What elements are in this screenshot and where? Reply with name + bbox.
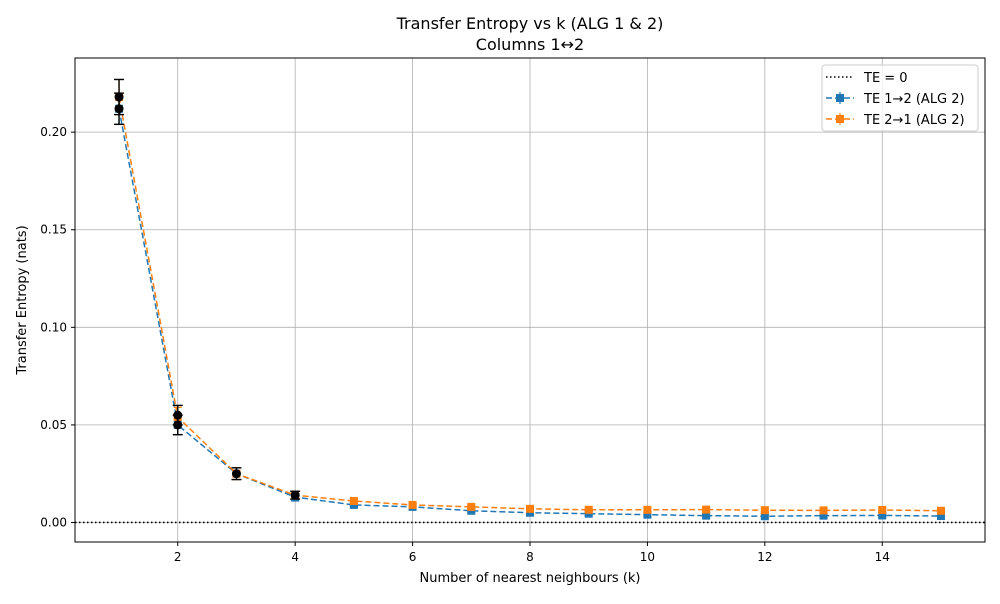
y-axis-label: Transfer Entropy (nats) (15, 225, 30, 375)
data-point (349, 497, 358, 506)
data-point (878, 505, 887, 514)
alg1-points-layer (114, 78, 301, 500)
alg1-data-point (290, 490, 300, 500)
x-tick-label: 2 (174, 550, 182, 564)
data-point (408, 500, 417, 509)
x-tick-label: 8 (526, 550, 534, 564)
y-tick-label: 0.10 (40, 320, 67, 334)
data-point (760, 512, 769, 521)
data-point (819, 506, 828, 515)
data-point (467, 502, 476, 511)
y-tick-label: 0.20 (40, 125, 67, 139)
plot-frame (74, 57, 986, 543)
x-tick-label: 4 (291, 550, 299, 564)
legend-label: TE 1→2 (ALG 2) (863, 92, 965, 107)
y-tick-label: 0.15 (40, 223, 67, 237)
data-point (878, 511, 887, 520)
x-axis-label: Number of nearest neighbours (k) (420, 571, 641, 586)
grid-lines (75, 58, 985, 542)
x-tick-label: 10 (640, 550, 655, 564)
legend-swatch-marker (836, 115, 844, 123)
data-point (819, 511, 828, 520)
legend-entry-te-zero: TE = 0 (826, 71, 908, 86)
chart-title: Transfer Entropy vs k (ALG 1 & 2) (396, 14, 664, 33)
legend-label: TE = 0 (863, 71, 908, 86)
data-point (936, 512, 945, 521)
alg1-data-point (114, 92, 124, 102)
data-point (526, 504, 534, 513)
data-point (643, 510, 652, 519)
legend-entry-series-1: TE 1→2 (ALG 2) (826, 92, 965, 107)
alg1-data-point (231, 469, 241, 479)
data-point (936, 506, 945, 515)
data-point (760, 506, 769, 515)
legend-swatch-marker (836, 94, 844, 102)
legend-label: TE 2→1 (ALG 2) (863, 113, 965, 128)
data-point (702, 511, 711, 520)
data-point (643, 505, 652, 514)
axis-ticks: 2 4 6 8 10 12 14 0.00 0.05 0.10 0.15 0.20 (40, 125, 890, 564)
legend: TE = 0 TE 1→2 (ALG 2) TE 2→1 (ALG 2) (821, 64, 979, 132)
x-tick-label: 12 (757, 550, 772, 564)
x-tick-label: 14 (875, 550, 890, 564)
series-2 (115, 78, 945, 515)
y-tick-label: 0.00 (40, 515, 67, 529)
legend-box (821, 64, 979, 132)
y-tick-label: 0.05 (40, 418, 67, 432)
data-point (584, 505, 593, 514)
data-point (702, 505, 711, 514)
legend-entry-series-2: TE 2→1 (ALG 2) (826, 113, 965, 128)
alg1-data-point (173, 410, 183, 420)
x-tick-label: 6 (409, 550, 417, 564)
chart-subtitle: Columns 1↔2 (476, 35, 584, 54)
